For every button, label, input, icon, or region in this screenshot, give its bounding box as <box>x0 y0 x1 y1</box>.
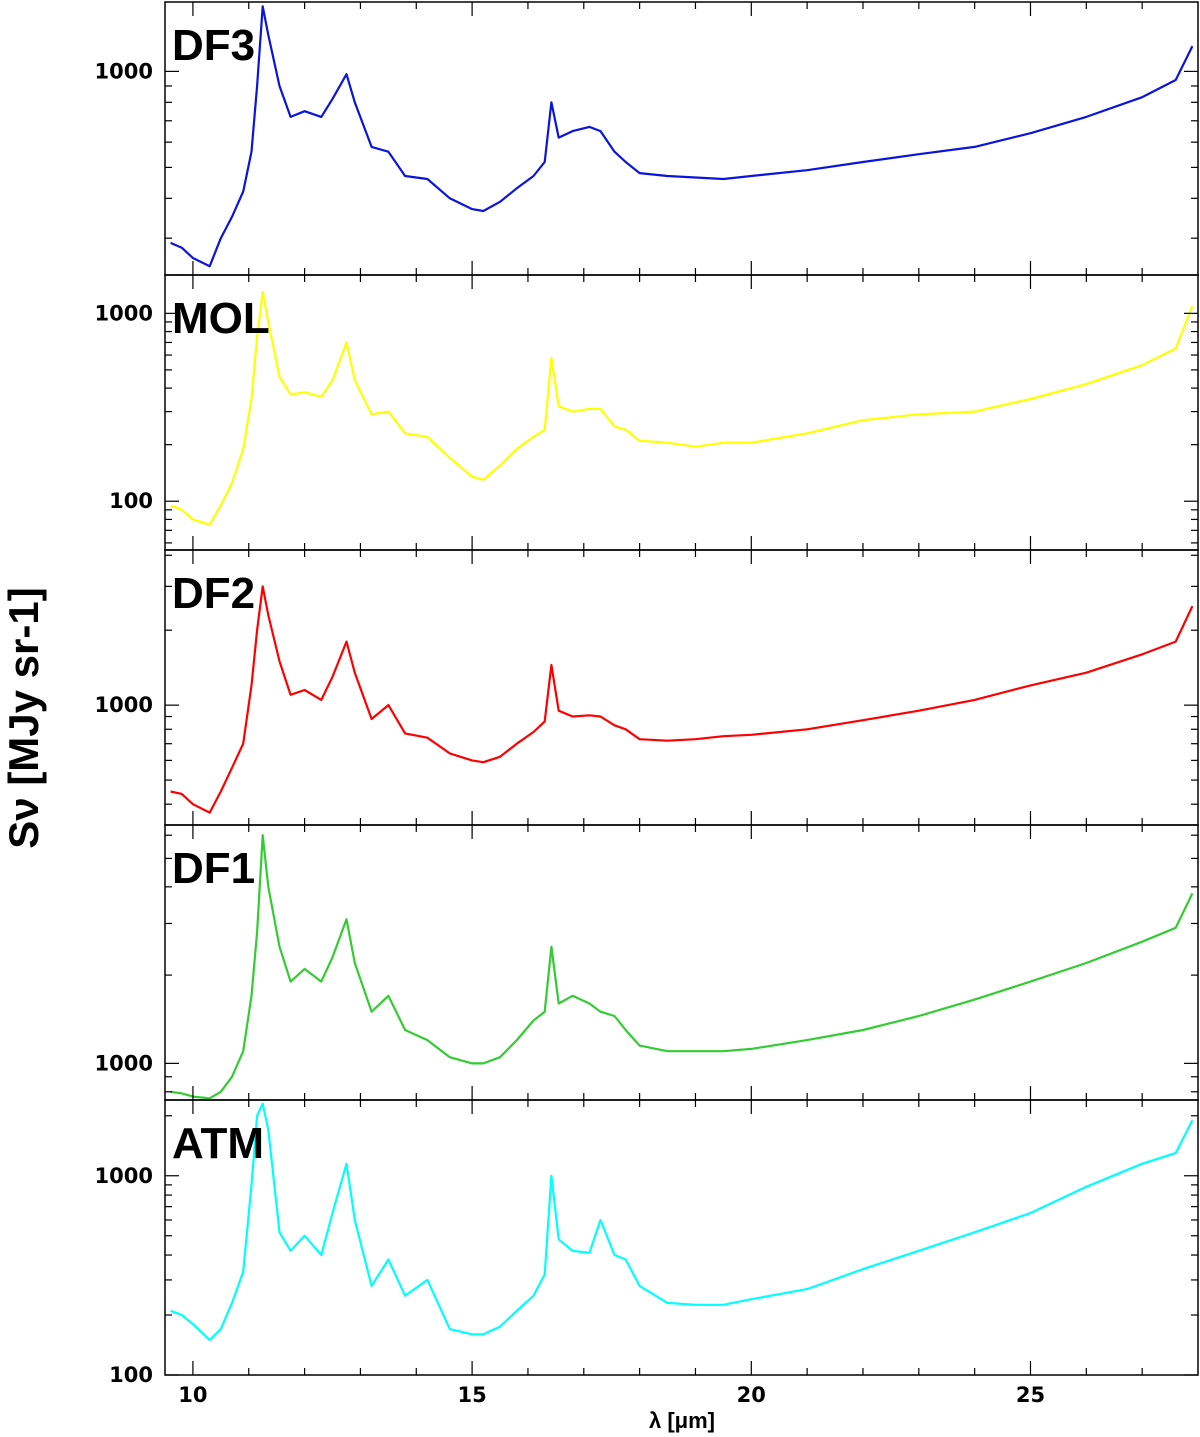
panel-label-df1: DF1 <box>172 844 255 893</box>
panel-df1: 1000 DF1 <box>95 824 1199 1101</box>
panel-frame <box>164 274 1199 551</box>
y-tick-label: 100 <box>109 1363 153 1387</box>
x-axis-title: λ [μm] <box>649 1408 715 1433</box>
x-tick-label: 10 <box>178 1383 207 1407</box>
panel-label-df3: DF3 <box>172 21 255 70</box>
series-line-mol <box>170 290 1194 526</box>
series-line-atm <box>170 1102 1194 1341</box>
series-line-df1 <box>170 834 1194 1100</box>
x-tick-label: 25 <box>1016 1383 1045 1407</box>
series-line-df2 <box>170 585 1194 814</box>
panel-atm: 100 1000 ATM <box>95 1099 1199 1387</box>
panel-df3: 1000 DF3 <box>95 1 1199 276</box>
y-tick-label: 1000 <box>95 693 153 717</box>
x-tick-label: 15 <box>457 1383 486 1407</box>
panel-label-mol: MOL <box>172 294 270 343</box>
panel-frame <box>164 1 1199 276</box>
panel-label-df2: DF2 <box>172 569 255 618</box>
y-axis-title: Sν [MJy sr-1] <box>0 587 47 848</box>
y-tick-label: 1000 <box>95 1164 153 1188</box>
x-tick-label: 20 <box>737 1383 766 1407</box>
y-tick-label: 1000 <box>95 1051 153 1075</box>
y-tick-label: 1000 <box>95 301 153 325</box>
y-tick-label: 1000 <box>95 59 153 83</box>
series-line-df3 <box>170 5 1194 268</box>
panel-frame <box>164 824 1199 1101</box>
x-tick-labels: 10 15 20 25 <box>178 1383 1045 1407</box>
panels: 1000 DF3 100 1000 MOL 1000 DF2 1000 DF1 100 1000 AT… <box>95 1 1199 1387</box>
panel-df2: 1000 DF2 <box>95 549 1199 826</box>
y-tick-label: 100 <box>109 489 153 513</box>
panel-mol: 100 1000 MOL <box>95 274 1199 551</box>
panel-label-atm: ATM <box>172 1119 264 1168</box>
panel-frame <box>164 1099 1199 1376</box>
panel-frame <box>164 549 1199 826</box>
